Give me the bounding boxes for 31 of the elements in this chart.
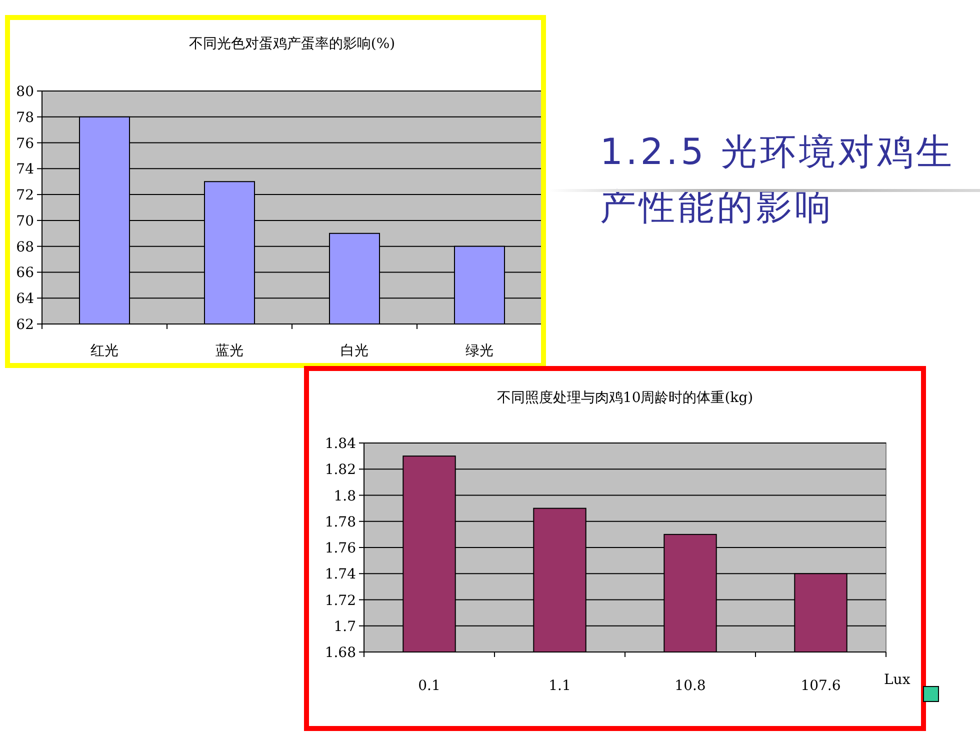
x-tick-label: 红光 [90,343,118,359]
y-tick-label: 80 [16,84,34,100]
y-tick-label: 1.82 [324,462,356,478]
x-tick-label: 107.6 [800,678,841,694]
y-tick-label: 66 [16,265,34,282]
y-tick-label: 1.72 [324,592,356,609]
y-tick-label: 1.84 [324,436,356,452]
y-tick-label: 70 [16,213,34,230]
x-tick-label: 10.8 [674,678,706,694]
y-tick-label: 1.8 [334,488,356,504]
y-tick-label: 76 [16,136,34,152]
x-tick-label: 绿光 [466,343,494,359]
y-tick-label: 1.74 [324,566,356,583]
y-tick-label: 62 [16,317,34,333]
chart-title: 不同光色对蛋鸡产蛋率的影响(%) [188,36,396,52]
y-tick-label: 72 [16,188,34,204]
x-tick-label: 1.1 [548,678,571,694]
x-tick-label: 白光 [340,343,368,359]
y-tick-label: 1.78 [324,514,356,530]
x-axis-title: Lux [884,672,910,688]
x-tick-label: 蓝光 [216,343,244,359]
chart-title: 不同照度处理与肉鸡10周龄时的体重(kg) [496,390,754,406]
y-tick-label: 74 [16,162,34,178]
text: 1.2.5 光环境对鸡生产性能的影响 [600,131,956,230]
y-tick-label: 1.68 [324,645,356,661]
x-tick-label: 0.1 [418,678,440,694]
y-tick-label: 78 [16,110,34,126]
y-tick-label: 1.7 [334,618,356,635]
y-tick-label: 1.76 [324,540,356,556]
y-tick-label: 68 [16,239,34,256]
y-tick-label: 64 [16,291,34,308]
